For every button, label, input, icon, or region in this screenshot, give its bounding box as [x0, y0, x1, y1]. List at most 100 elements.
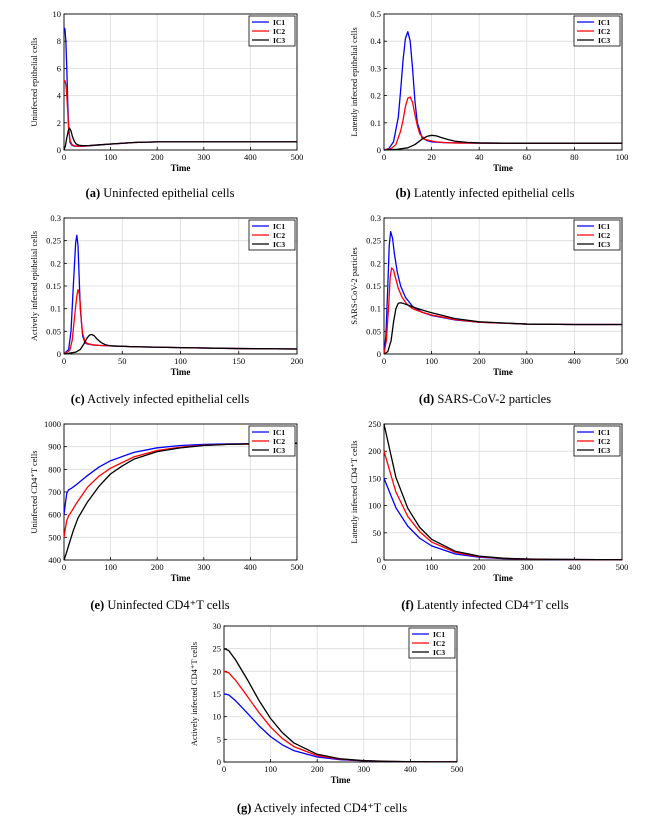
legend-label: IC3 [598, 36, 610, 45]
y-tick-label: 0.2 [370, 91, 381, 101]
y-tick-label: 0.3 [50, 213, 61, 223]
x-tick-label: 20 [427, 152, 436, 162]
y-tick-label: 0.05 [46, 326, 61, 336]
legend-label: IC3 [273, 36, 285, 45]
x-tick-label: 500 [291, 152, 304, 162]
y-tick-label: 0.25 [46, 236, 61, 246]
y-tick-label: 0.3 [370, 213, 381, 223]
x-tick-label: 400 [568, 562, 581, 572]
y-tick-label: 250 [368, 419, 381, 429]
legend-label: IC2 [273, 231, 285, 240]
series-line-ic3 [63, 333, 298, 355]
y-tick-label: 0.25 [366, 236, 381, 246]
y-axis-label: Uninfected CD4⁺T cells [29, 450, 39, 533]
x-tick-label: 300 [520, 356, 533, 366]
y-tick-label: 15 [213, 689, 222, 699]
y-tick-label: 4 [57, 91, 62, 101]
x-tick-label: 0 [222, 764, 226, 774]
y-tick-label: 25 [213, 644, 222, 654]
x-tick-label: 400 [404, 764, 417, 774]
caption-label: (b) [395, 186, 411, 200]
x-tick-label: 0 [382, 152, 386, 162]
y-tick-label: 0.1 [370, 304, 381, 314]
y-tick-label: 5 [217, 734, 221, 744]
y-tick-label: 10 [213, 712, 222, 722]
series-line-ic3 [383, 134, 622, 151]
x-tick-label: 300 [197, 562, 210, 572]
caption-b: (b) Latently infected epithelial cells [335, 186, 635, 201]
y-tick-label: 1000 [44, 419, 61, 429]
caption-a: (a) Uninfected epithelial cells [10, 186, 310, 201]
caption-g: (g) Actively infected CD4⁺T cells [172, 800, 472, 816]
y-tick-label: 400 [48, 555, 61, 565]
caption-text: Uninfected CD4⁺T cells [107, 598, 230, 612]
caption-e: (e) Uninfected CD4⁺T cells [10, 597, 310, 613]
x-tick-label: 400 [244, 562, 257, 572]
x-tick-label: 100 [264, 764, 277, 774]
x-tick-label: 100 [104, 562, 117, 572]
y-tick-label: 200 [368, 446, 381, 456]
legend-label: IC3 [273, 240, 285, 249]
x-tick-label: 80 [570, 152, 579, 162]
caption-f: (f) Latently infected CD4⁺T cells [335, 597, 635, 613]
x-tick-label: 500 [451, 764, 464, 774]
series-line-ic3 [63, 127, 297, 151]
x-tick-label: 100 [616, 152, 629, 162]
x-axis-label: Time [331, 775, 351, 785]
x-tick-label: 100 [174, 356, 187, 366]
y-axis-label: Actively infected epithelial cells [29, 231, 39, 341]
caption-c: (c) Actively infected epithelial cells [10, 392, 310, 407]
caption-text: Actively infected CD4⁺T cells [253, 801, 408, 815]
x-axis-label: Time [493, 163, 513, 173]
y-tick-label: 8 [57, 36, 61, 46]
y-tick-label: 0 [217, 757, 221, 767]
caption-text: Uninfected epithelial cells [103, 186, 235, 200]
x-tick-label: 0 [62, 562, 66, 572]
y-tick-label: 0.05 [366, 326, 381, 336]
y-tick-label: 0 [57, 145, 61, 155]
x-tick-label: 300 [357, 764, 370, 774]
x-axis-label: Time [171, 163, 191, 173]
series-line-ic2 [383, 267, 622, 355]
series-line-ic1 [383, 478, 623, 561]
y-tick-label: 100 [368, 501, 381, 511]
y-tick-label: 10 [53, 9, 62, 19]
legend-label: IC2 [273, 27, 285, 36]
y-tick-label: 0 [57, 349, 61, 359]
x-tick-label: 500 [616, 562, 629, 572]
x-tick-label: 150 [232, 356, 245, 366]
x-tick-label: 400 [568, 356, 581, 366]
y-tick-label: 150 [368, 473, 381, 483]
series-line-ic2 [63, 442, 298, 538]
y-tick-label: 0.15 [46, 281, 61, 291]
x-tick-label: 50 [118, 356, 127, 366]
x-tick-label: 300 [520, 562, 533, 572]
caption-label: (c) [70, 392, 85, 406]
x-axis-label: Time [171, 367, 191, 377]
y-tick-label: 800 [48, 464, 61, 474]
series-line-ic3 [383, 302, 622, 355]
y-tick-label: 0 [377, 349, 381, 359]
legend-label: IC2 [433, 639, 445, 648]
x-tick-label: 100 [425, 562, 438, 572]
caption-label: (g) [236, 801, 252, 815]
x-tick-label: 200 [473, 356, 486, 366]
legend-label: IC3 [598, 240, 610, 249]
legend-label: IC1 [273, 428, 285, 437]
x-tick-label: 500 [291, 562, 304, 572]
legend-label: IC3 [433, 648, 445, 657]
caption-label: (f) [401, 598, 414, 612]
legend-label: IC2 [598, 27, 610, 36]
x-tick-label: 500 [616, 356, 629, 366]
legend-label: IC3 [273, 446, 285, 455]
y-tick-label: 20 [213, 666, 222, 676]
y-tick-label: 0.1 [50, 304, 61, 314]
chart-panel-d: 0 100 200 300 400 500 0 0.05 0.1 0.15 0.2 0.25 0.3 Ti… [349, 213, 629, 377]
y-axis-label: Latently infected CD4⁺T cells [349, 440, 359, 543]
x-axis-label: Time [171, 573, 191, 583]
y-tick-label: 0.5 [370, 9, 381, 19]
chart-panel-a: 0 100 200 300 400 500 0 2 4 6 8 10 Time Uninfected ep… [29, 9, 304, 173]
y-tick-label: 30 [213, 621, 222, 631]
y-tick-label: 0.15 [366, 281, 381, 291]
